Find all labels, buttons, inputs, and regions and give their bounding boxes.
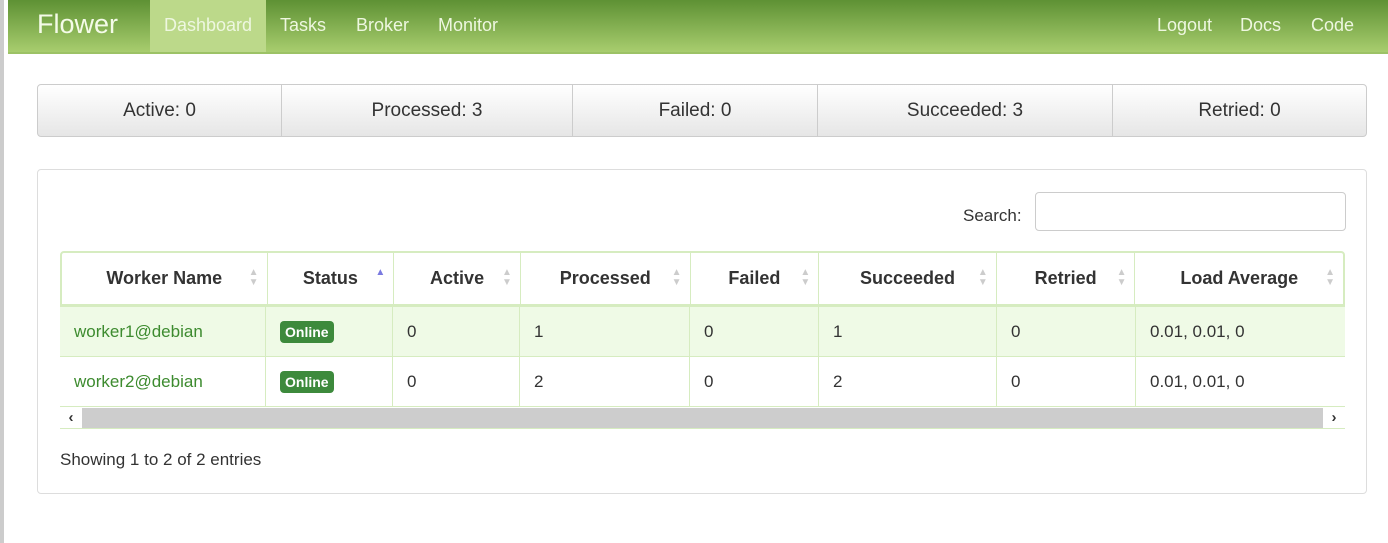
table-cell: Online <box>266 357 393 406</box>
status-badge: Online <box>280 320 334 343</box>
cell-value: 0 <box>704 321 714 341</box>
stat-failed[interactable]: Failed: 0 <box>573 85 818 136</box>
table-cell: 0.01, 0.01, 0 <box>1136 357 1344 406</box>
column-header[interactable]: Failed ▲ ▼ <box>691 253 820 304</box>
column-header[interactable]: Succeeded ▲ ▼ <box>819 253 997 304</box>
nav-dashboard[interactable]: Dashboard <box>150 0 267 52</box>
column-header-label: Retried <box>1034 268 1097 288</box>
column-header[interactable]: Active ▲ ▼ <box>394 253 521 304</box>
table-cell: 2 <box>819 357 997 406</box>
cell-value: 0 <box>407 321 417 341</box>
table-cell: 0 <box>393 357 520 406</box>
search-input[interactable] <box>1035 192 1346 231</box>
table-cell: 1 <box>819 307 997 356</box>
table-cell: Online <box>266 307 393 356</box>
scroll-right-icon[interactable]: › <box>1331 409 1337 426</box>
stats-bar: Active: 0 Processed: 3 Failed: 0 Succeed… <box>37 84 1367 137</box>
column-header-label: Status <box>302 268 358 288</box>
scroll-left-icon[interactable]: ‹ <box>68 409 74 426</box>
cell-value: 0 <box>407 371 417 391</box>
column-header[interactable]: Processed ▲ ▼ <box>521 253 691 304</box>
table-cell: 0 <box>997 357 1136 406</box>
nav-broker[interactable]: Broker <box>356 15 410 35</box>
sort-icon: ▲ ▼ <box>800 267 811 288</box>
column-header-label: Worker Name <box>106 268 223 288</box>
cell-value: 0 <box>1011 321 1021 341</box>
column-header[interactable]: Retried ▲ ▼ <box>997 253 1136 304</box>
stat-succeeded[interactable]: Succeeded: 3 <box>818 85 1113 136</box>
sort-icon: ▲ ▼ <box>977 267 988 288</box>
cell-value: 2 <box>833 371 843 391</box>
table-cell: worker1@debian <box>60 307 266 356</box>
brand-logo[interactable]: Flower <box>37 9 119 39</box>
cell-value: 0.01, 0.01, 0 <box>1150 321 1245 341</box>
cell-value: 0.01, 0.01, 0 <box>1150 371 1245 391</box>
nav-docs[interactable]: Docs <box>1240 15 1282 35</box>
table-info: Showing 1 to 2 of 2 entries <box>60 450 262 469</box>
table-cell: 0 <box>393 307 520 356</box>
column-header-label: Failed <box>728 268 781 288</box>
nav-tasks[interactable]: Tasks <box>280 15 327 35</box>
sort-icon: ▲ ▼ <box>1325 267 1335 288</box>
cell-value: 0 <box>704 371 714 391</box>
column-header[interactable]: Status ▲ <box>268 253 395 304</box>
column-header[interactable]: Load Average ▲ ▼ <box>1135 253 1343 304</box>
stat-processed[interactable]: Processed: 3 <box>282 85 573 136</box>
stat-retried[interactable]: Retried: 0 <box>1198 99 1281 121</box>
cell-value: 0 <box>1011 371 1021 391</box>
search-label: Search: <box>963 206 1022 225</box>
scroll-thumb[interactable] <box>82 407 1323 428</box>
table-cell: 1 <box>520 307 690 356</box>
status-badge: Online <box>280 370 334 393</box>
column-header-label: Active <box>430 268 485 288</box>
table-row: worker2@debian Online 0 2 0 2 0 0.01, 0.01, 0 <box>60 357 1345 407</box>
cell-value: 2 <box>534 371 544 391</box>
cell-value: 1 <box>534 321 544 341</box>
cell-value: 1 <box>833 321 843 341</box>
column-header-label: Load Average <box>1180 268 1299 288</box>
worker-link[interactable]: worker2@debian <box>74 371 203 391</box>
workers-table: Worker Name ▲ ▼ Status ▲ Active ▲ ▼ Processed ▲ ▼ F… <box>60 251 1345 429</box>
table-cell: 2 <box>520 357 690 406</box>
table-cell: worker2@debian <box>60 357 266 406</box>
nav-logout[interactable]: Logout <box>1157 15 1213 35</box>
table-cell: 0 <box>997 307 1136 356</box>
table-cell: 0.01, 0.01, 0 <box>1136 307 1344 356</box>
column-header-label: Succeeded <box>860 268 956 288</box>
table-row: worker1@debian Online 0 1 0 1 0 0.01, 0.01, 0 <box>60 307 1345 357</box>
nav-code[interactable]: Code <box>1311 15 1355 35</box>
sort-icon: ▲ ▼ <box>248 267 259 288</box>
table-cell: 0 <box>690 357 819 406</box>
worker-link[interactable]: worker1@debian <box>74 321 203 341</box>
sort-asc-icon: ▲ <box>375 267 386 278</box>
horizontal-scrollbar[interactable]: ‹ › <box>60 407 1345 429</box>
navbar: Flower Dashboard Tasks Broker Monitor Lo… <box>8 0 1388 54</box>
column-header-label: Processed <box>559 268 651 288</box>
column-header[interactable]: Worker Name ▲ ▼ <box>62 253 268 304</box>
sort-icon: ▲ ▼ <box>671 267 682 288</box>
sort-icon: ▲ ▼ <box>502 267 512 288</box>
stat-active[interactable]: Active: 0 <box>38 85 282 136</box>
nav-monitor[interactable]: Monitor <box>438 15 499 35</box>
sort-icon: ▲ ▼ <box>1116 267 1127 288</box>
workers-panel: Search: Worker Name ▲ ▼ Status ▲ Active ▲ ▼ Proc… <box>37 169 1367 494</box>
table-cell: 0 <box>690 307 819 356</box>
table-header: Worker Name ▲ ▼ Status ▲ Active ▲ ▼ Processed ▲ ▼ F… <box>60 251 1345 307</box>
